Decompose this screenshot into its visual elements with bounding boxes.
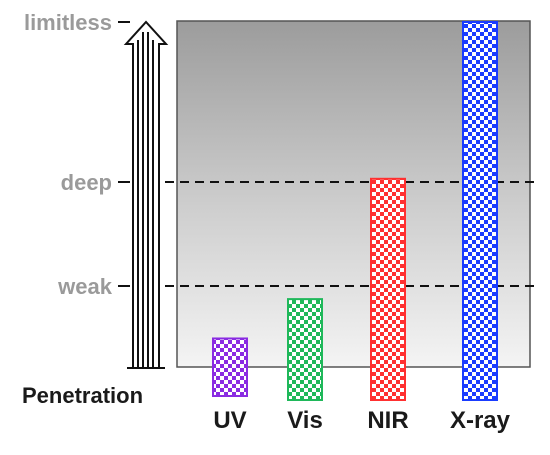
y-ticks: weak deep limitless: [24, 10, 130, 299]
tick-label-weak: weak: [57, 274, 113, 299]
bar-uv: [212, 337, 248, 398]
gridlines: [165, 181, 538, 287]
bar-x-ray: [462, 21, 498, 401]
tick-label-deep: deep: [61, 170, 112, 195]
category-label-uv: UV: [213, 407, 246, 434]
arrow-icon: [123, 20, 169, 369]
bar-nir: [370, 177, 406, 401]
bar-vis: [287, 298, 323, 401]
bars: [212, 21, 498, 401]
tick-label-limitless: limitless: [24, 10, 112, 35]
penetration-arrow-axis: [123, 20, 169, 369]
category-labels: UV Vis NIR X-ray: [213, 407, 510, 434]
y-axis-title: Penetration: [22, 383, 143, 408]
category-label-nir: NIR: [367, 407, 408, 434]
category-label-x-ray: X-ray: [450, 407, 511, 434]
category-label-vis: Vis: [287, 407, 323, 434]
